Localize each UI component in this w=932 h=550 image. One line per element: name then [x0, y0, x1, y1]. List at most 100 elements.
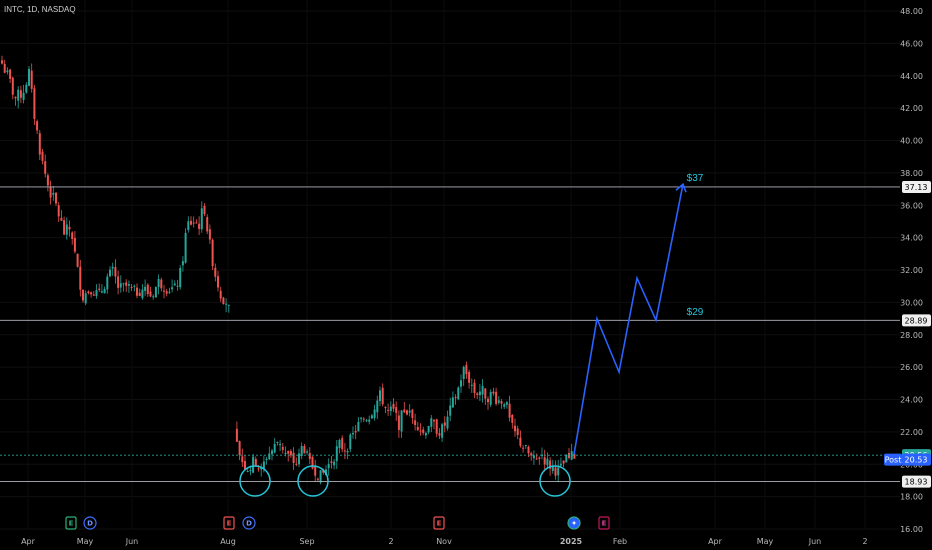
target-label: $29: [687, 307, 704, 318]
candle-body: [451, 397, 454, 408]
candle-body: [303, 445, 306, 454]
candle-body: [44, 161, 47, 174]
candle-body: [217, 276, 219, 288]
candle-body: [119, 283, 122, 288]
post-price-box: [902, 453, 931, 466]
candle-body: [465, 364, 468, 375]
candle-body: [200, 208, 203, 230]
x-tick-label: Nov: [436, 537, 452, 546]
candle-body: [530, 453, 533, 456]
candle-body: [308, 453, 311, 460]
candle-body: [3, 63, 6, 73]
candle-body: [168, 291, 171, 293]
x-tick-label: 2: [388, 537, 393, 546]
candle-body: [443, 422, 446, 426]
candle-body: [219, 290, 222, 299]
candle-body: [527, 446, 530, 454]
projection-arrowhead: [675, 182, 687, 193]
candle-body: [149, 291, 152, 297]
candle-body: [438, 433, 441, 436]
post-tag-label: Post: [885, 456, 902, 465]
candle-body: [133, 285, 136, 287]
candle-body: [514, 425, 516, 432]
candle-body: [546, 458, 549, 466]
candle-body: [349, 434, 352, 450]
candle-body: [109, 269, 111, 277]
candle-body: [562, 460, 565, 464]
candle-body: [424, 432, 427, 436]
candle-body: [446, 416, 449, 429]
candle-body: [295, 463, 298, 465]
candle-body: [387, 409, 390, 411]
candle-body: [71, 232, 74, 240]
candle-body: [214, 267, 217, 277]
candle-body: [381, 387, 384, 405]
candle-body: [370, 415, 373, 419]
event-markers: E D E D E ✦ E: [65, 516, 610, 530]
candle-body: [549, 460, 552, 469]
candle-body: [90, 292, 93, 295]
candle-body: [532, 455, 535, 459]
candle-body: [314, 466, 317, 476]
candle-body: [433, 420, 435, 422]
candle-body: [481, 385, 484, 395]
candle-body: [298, 453, 300, 465]
candle-body: [141, 289, 144, 299]
candle-body: [225, 303, 228, 305]
candle-body: [6, 70, 9, 73]
candle-body: [379, 390, 381, 402]
event-marker: [65, 516, 77, 530]
candle-body: [144, 286, 147, 291]
candle-body: [203, 205, 206, 215]
candle-body: [384, 407, 387, 409]
x-tick-label: Apr: [21, 537, 36, 546]
candle-body: [165, 291, 168, 294]
candle-body: [49, 186, 52, 198]
x-tick-label: Apr: [708, 537, 723, 546]
candle-body: [192, 222, 195, 224]
candle-body: [36, 121, 39, 131]
y-tick-label: 24.00: [900, 396, 923, 405]
candle-body: [557, 467, 560, 476]
candle-body: [136, 287, 138, 296]
candle-body: [222, 297, 225, 304]
candle-body: [311, 456, 314, 469]
support-circle: [539, 465, 571, 497]
candle-body: [208, 229, 211, 240]
price-axis: 48.00 46.00 44.00 42.00 40.00 38.00 36.00 34.00…: [900, 7, 923, 534]
candle-body: [319, 470, 322, 483]
candle-body: [406, 410, 408, 415]
event-marker: [223, 516, 235, 530]
candle-body: [368, 419, 371, 422]
candle-body: [392, 403, 395, 409]
candle-body: [365, 420, 368, 422]
candle-body: [60, 217, 63, 221]
candle-body: [427, 425, 430, 433]
y-tick-label: 26.00: [900, 363, 923, 372]
candle-body: [171, 287, 174, 290]
candle-body: [262, 461, 265, 469]
candle-body: [306, 451, 309, 453]
candle-body: [346, 451, 349, 453]
candle-body: [492, 391, 495, 394]
candle-body: [551, 465, 554, 471]
candle-body: [19, 90, 22, 98]
event-label: E: [437, 520, 442, 528]
candle-body: [154, 286, 157, 298]
candle-body: [238, 441, 241, 456]
candle-body: [92, 294, 95, 296]
event-marker: [242, 516, 256, 530]
candle-body: [130, 286, 133, 288]
candle-body: [414, 420, 417, 426]
candle-body: [152, 296, 155, 298]
candle-body: [87, 291, 90, 294]
candle-body: [341, 438, 344, 450]
candle-body: [95, 290, 98, 297]
y-tick-label: 38.00: [900, 169, 923, 178]
candle-body: [114, 267, 117, 277]
candle-body: [460, 380, 462, 387]
support-circle: [239, 465, 271, 497]
candle-body: [327, 463, 330, 469]
event-label: E: [227, 520, 232, 528]
